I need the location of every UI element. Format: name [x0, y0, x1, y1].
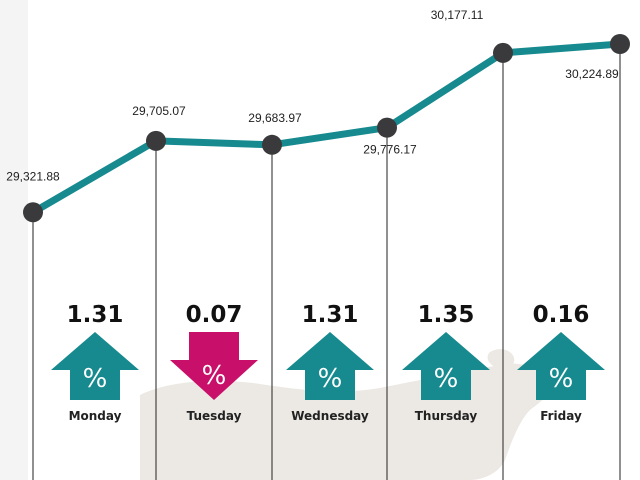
point-value-labels: 29,321.88 29,705.07 29,683.97 29,776.17 30,1…	[6, 8, 619, 183]
change-value: 1.31	[67, 302, 124, 328]
change-friday: 0.16% Friday	[517, 302, 605, 423]
point-value-label: 29,705.07	[132, 104, 186, 118]
down-arrow-icon	[170, 332, 258, 400]
point-marker	[377, 117, 397, 138]
change-thursday: 1.35% Thursday	[402, 302, 490, 423]
point-marker	[146, 130, 166, 151]
background-left-panel	[0, 0, 28, 480]
series-line	[29, 40, 624, 216]
up-arrow-icon	[51, 332, 139, 400]
percent-symbol: %	[549, 364, 574, 394]
change-value: 1.31	[302, 302, 359, 328]
change-value: 0.16	[533, 302, 590, 328]
percent-symbol: %	[83, 364, 108, 394]
daily-changes: 1.31%Monday0.07%Tuesday1.31%Wednesday1.3…	[51, 302, 605, 423]
day-label: Monday	[69, 409, 122, 423]
point-marker	[262, 134, 282, 155]
point-value-label: 30,224.89	[565, 67, 619, 81]
percent-symbol: %	[202, 361, 227, 391]
point-value-label: 29,776.17	[363, 143, 417, 157]
point-value-label: 29,683.97	[248, 111, 302, 125]
up-arrow-icon	[286, 332, 374, 400]
change-wednesday: 1.31% Wednesday	[286, 302, 374, 423]
change-tuesday: 0.07% Tuesday	[170, 302, 258, 423]
background-map-shape-2	[487, 349, 515, 369]
point-marker	[493, 42, 513, 63]
percent-symbol: %	[318, 364, 343, 394]
day-label: Friday	[540, 409, 582, 423]
change-value: 1.35	[418, 302, 475, 328]
day-label: Thursday	[415, 409, 478, 423]
day-label: Tuesday	[187, 409, 242, 423]
point-value-label: 30,177.11	[431, 8, 484, 22]
guide-lines	[32, 43, 621, 480]
point-value-label: 29,321.88	[6, 169, 60, 183]
change-value: 0.07	[186, 302, 243, 328]
percent-symbol: %	[434, 364, 459, 394]
change-monday: 1.31% Monday	[51, 302, 139, 423]
point-marker	[23, 202, 43, 223]
up-arrow-icon	[517, 332, 605, 400]
point-marker	[610, 33, 630, 54]
point-markers	[23, 33, 630, 223]
day-label: Wednesday	[291, 409, 369, 423]
up-arrow-icon	[402, 332, 490, 400]
